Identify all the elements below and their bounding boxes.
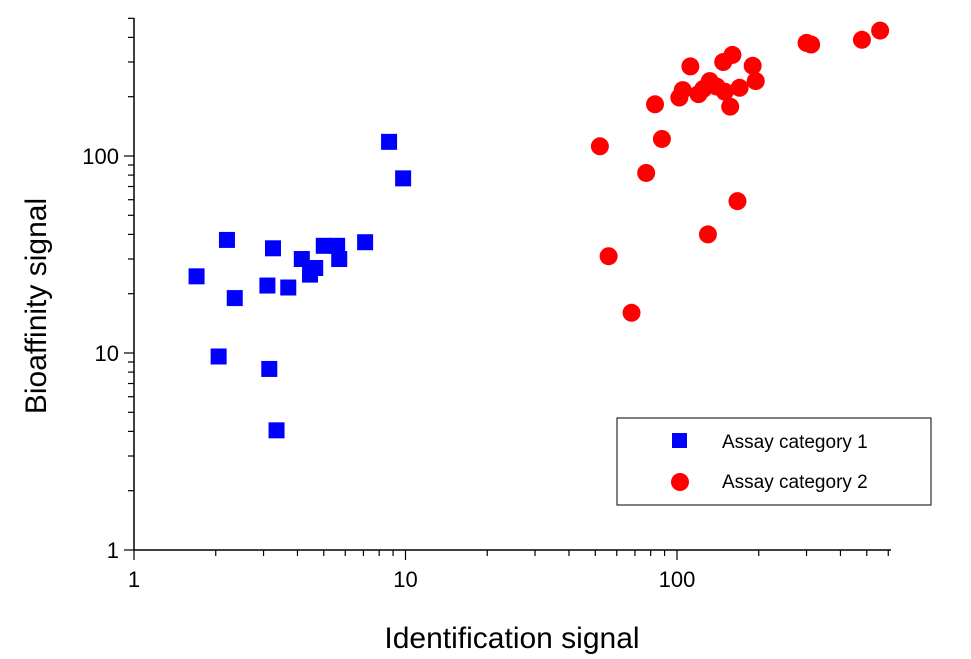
data-point-circle: [743, 56, 762, 75]
data-point-circle: [652, 129, 671, 148]
data-point-circle: [871, 21, 890, 40]
data-point-circle: [746, 72, 765, 91]
data-point-circle: [681, 57, 700, 76]
data-point-square: [293, 251, 310, 268]
data-point-square: [259, 277, 276, 294]
y-tick-label: 100: [82, 144, 119, 169]
legend-box: [616, 417, 932, 506]
data-point-circle: [802, 35, 821, 54]
x-tick-label: 1: [128, 567, 140, 592]
data-point-square: [307, 260, 324, 277]
data-point-circle: [721, 97, 740, 116]
data-point-square: [210, 348, 227, 365]
data-point-square: [218, 231, 235, 248]
data-point-circle: [622, 303, 641, 322]
data-point-circle: [673, 81, 692, 100]
y-tick-label: 1: [107, 538, 119, 563]
y-tick-label: 10: [95, 341, 119, 366]
y-axis-ticks: 1 10 100: [82, 17, 134, 563]
x-tick-label: 10: [393, 567, 417, 592]
data-points: [188, 21, 890, 439]
data-point-circle: [730, 78, 749, 97]
data-point-circle: [715, 82, 734, 101]
data-point-circle: [599, 247, 618, 266]
legend-marker-category-1: [672, 433, 687, 448]
axes: [133, 18, 891, 551]
data-point-square: [331, 251, 348, 268]
data-point-circle: [723, 45, 742, 64]
data-point-square: [395, 170, 412, 187]
data-point-circle: [646, 95, 665, 114]
series-2: [590, 21, 890, 322]
data-point-circle: [637, 163, 656, 182]
data-point-square: [268, 422, 285, 439]
legend-marker-category-2: [671, 473, 689, 491]
x-axis-title: Identification signal: [384, 622, 639, 655]
data-point-square: [264, 240, 281, 257]
data-point-square: [315, 237, 332, 254]
data-point-square: [357, 234, 374, 251]
data-point-circle: [698, 225, 717, 244]
x-axis-ticks: 1 10 100: [128, 550, 889, 592]
data-point-square: [188, 268, 205, 285]
data-point-square: [261, 360, 278, 377]
y-axis-title: Bioaffinity signal: [20, 198, 53, 414]
x-tick-label: 100: [659, 567, 696, 592]
data-point-circle: [728, 192, 747, 211]
data-point-circle: [852, 30, 871, 49]
data-point-circle: [590, 137, 609, 156]
data-point-square: [329, 237, 346, 254]
legend-label-category-2: Assay category 2: [722, 472, 868, 493]
data-point-square: [226, 290, 243, 307]
data-point-square: [280, 279, 297, 296]
data-point-square: [381, 133, 398, 150]
series-1: [188, 133, 412, 439]
legend-label-category-1: Assay category 1: [722, 432, 868, 453]
legend: Assay category 1 Assay category 2: [616, 417, 932, 506]
